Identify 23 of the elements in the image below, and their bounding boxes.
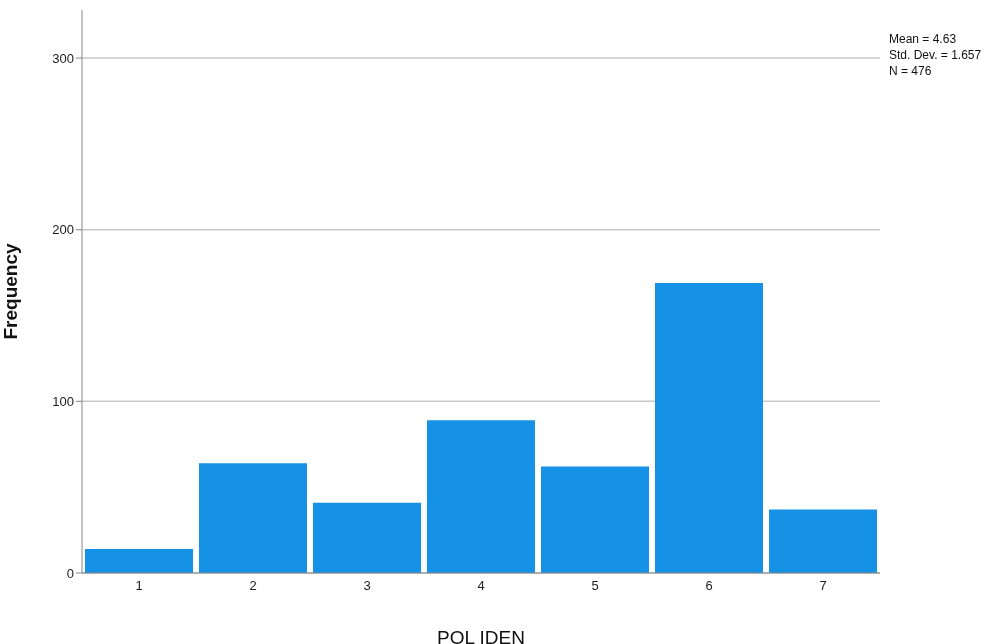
bar xyxy=(541,466,649,573)
y-tick-label: 100 xyxy=(52,393,74,409)
bar xyxy=(769,509,877,573)
text: Std. Dev. = 1.657 xyxy=(889,47,982,63)
x-tick-label: 4 xyxy=(477,578,485,594)
x-tick-label: 5 xyxy=(591,578,599,594)
bar xyxy=(85,548,193,573)
y-tick-label: 0 xyxy=(66,565,74,581)
x-tick-label: 2 xyxy=(249,578,257,594)
y-axis-title: Frequency xyxy=(0,243,21,340)
y-tick-label: 300 xyxy=(52,50,74,66)
x-tick-label: 1 xyxy=(135,578,143,594)
x-tick-label: 6 xyxy=(705,578,713,594)
text: N = 476 xyxy=(889,63,933,79)
text: Mean = 4.63 xyxy=(889,31,958,47)
bar xyxy=(427,420,535,573)
bar xyxy=(313,502,421,573)
x-axis-title: POL IDEN xyxy=(437,627,525,644)
x-tick-label: 7 xyxy=(819,578,827,594)
bar xyxy=(199,463,307,573)
y-tick-label: 200 xyxy=(52,222,74,238)
bar xyxy=(655,282,763,573)
x-tick-label: 3 xyxy=(363,578,371,594)
